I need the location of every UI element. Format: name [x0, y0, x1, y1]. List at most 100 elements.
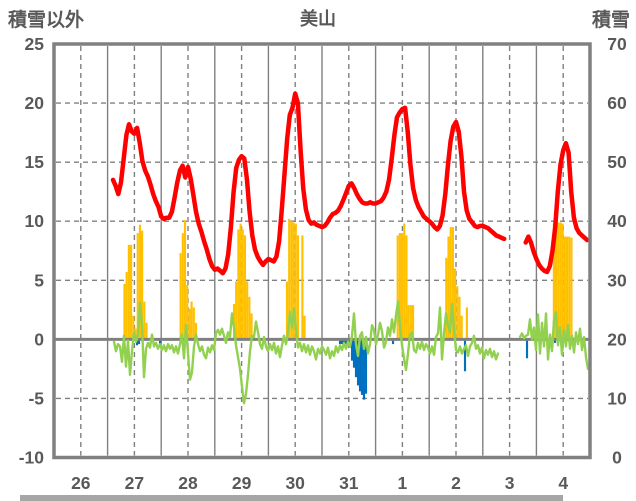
- left-axis-tick-label: 20: [25, 93, 45, 113]
- yellow-bars-bar: [447, 236, 450, 340]
- yellow-bars-bar: [288, 218, 291, 340]
- yellow-bars-bar: [294, 223, 297, 340]
- yellow-bars-bar: [130, 244, 133, 340]
- yellow-bars-bar: [239, 223, 242, 340]
- yellow-bars-bar: [552, 223, 555, 340]
- yellow-bars-bar: [405, 235, 408, 340]
- yellow-bars-bar: [179, 253, 182, 340]
- yellow-bars-bar: [145, 322, 148, 340]
- yellow-bars-bar: [570, 237, 573, 340]
- right-axis-tick-label: 60: [607, 93, 627, 113]
- left-axis-tick-label: -10: [19, 448, 45, 468]
- red-line: [523, 140, 590, 275]
- x-axis-tick-label: 29: [232, 473, 252, 493]
- left-axis-tick-label: 5: [34, 270, 44, 290]
- left-axis-title: 積雪以外: [8, 10, 85, 31]
- plot-border: [52, 42, 592, 460]
- yellow-bars-bar: [409, 305, 412, 340]
- yellow-bars-bar: [194, 322, 198, 340]
- right-axis-title: 積雪: [591, 10, 630, 31]
- blue-bars-bar: [338, 339, 342, 345]
- x-axis-tick-label: 3: [505, 473, 515, 493]
- left-axis-tick-label: 25: [25, 34, 45, 54]
- yellow-bars-bar: [141, 230, 144, 340]
- blue-bars-bar: [362, 339, 366, 400]
- left-axis-tick-label: 15: [25, 152, 45, 172]
- blue-bars-bar: [525, 339, 529, 359]
- yellow-bars-bar: [301, 235, 304, 340]
- right-axis-tick-label: 30: [607, 270, 627, 290]
- yellow-bars-bar: [132, 315, 135, 340]
- yellow-bars-bar: [285, 281, 289, 340]
- blue-bars-bar: [360, 339, 364, 395]
- left-axis-tick-label: -5: [28, 388, 44, 408]
- red-line: [110, 91, 507, 276]
- yellow-bars-bar: [123, 283, 126, 340]
- x-axis-tick-label: 31: [339, 473, 359, 493]
- blue-bars-bar: [553, 339, 557, 343]
- yellow-bars-bar: [565, 236, 569, 340]
- yellow-bars-bar: [183, 220, 187, 340]
- yellow-bars-bar: [243, 235, 247, 340]
- yellow-bars-bar: [241, 229, 244, 340]
- yellow-bars-bar: [127, 244, 130, 340]
- blue-bars-bar: [344, 339, 348, 345]
- yellow-bars-bar: [235, 281, 238, 340]
- x-axis-tick-label: 27: [125, 473, 144, 493]
- right-axis-tick-label: 10: [607, 388, 627, 408]
- yellow-bars-bar: [559, 222, 562, 340]
- yellow-bars-bar: [136, 233, 139, 340]
- yellow-bars-bar: [192, 307, 195, 340]
- yellow-bars-bar: [456, 286, 459, 340]
- yellow-bars-bar: [181, 233, 184, 340]
- yellow-bars-bar: [186, 285, 189, 340]
- yellow-bars-bar: [460, 315, 463, 340]
- yellow-bars-bar: [143, 301, 146, 340]
- green-line: [518, 311, 590, 371]
- yellow-bars-bar: [396, 235, 399, 340]
- yellow-bars-bar: [451, 227, 454, 340]
- right-axis-tick-label: 0: [612, 448, 622, 468]
- left-axis-tick-label: 10: [25, 211, 45, 231]
- yellow-bars-bar: [237, 229, 240, 340]
- yellow-bars-bar: [449, 227, 452, 340]
- yellow-bars-bar: [292, 222, 295, 340]
- chart-title: 美山: [300, 9, 336, 29]
- yellow-bars-bar: [561, 223, 564, 340]
- yellow-bars-bar: [458, 296, 461, 340]
- yellow-bars-bar: [465, 307, 468, 340]
- yellow-bars-bar: [398, 233, 401, 340]
- yellow-bars-bar: [250, 313, 253, 340]
- x-axis-tick-label: 28: [178, 473, 198, 493]
- yellow-bars-bar: [303, 315, 306, 340]
- yellow-bars-bar: [248, 296, 251, 340]
- x-axis-tick-label: 4: [558, 473, 568, 493]
- right-axis-tick-label: 50: [607, 152, 627, 172]
- yellow-bars-bar: [403, 223, 406, 340]
- yellow-bars-bar: [563, 236, 566, 340]
- right-axis-tick-label: 70: [607, 34, 627, 54]
- yellow-bars-bar: [557, 222, 560, 340]
- blue-bars-bar: [350, 339, 354, 361]
- window-bottom-edge: [20, 495, 563, 501]
- yellow-bars-bar: [407, 305, 410, 340]
- yellow-bars-bar: [554, 223, 558, 340]
- yellow-bars-bar: [445, 257, 448, 340]
- blue-bars-bar: [358, 339, 362, 392]
- blue-bars-bar: [354, 339, 358, 378]
- x-axis-tick-label: 26: [71, 473, 91, 493]
- blue-bars-bar: [391, 339, 395, 345]
- yellow-bars-bar: [246, 281, 249, 340]
- blue-bars-bar: [340, 339, 344, 345]
- yellow-bars-bar: [454, 268, 457, 340]
- yellow-bars-bar: [125, 272, 128, 340]
- green-line: [112, 300, 500, 405]
- yellow-bars-bar: [401, 233, 404, 340]
- yellow-bars-bar: [411, 305, 415, 340]
- yellow-bars-bar: [290, 221, 293, 340]
- yellow-bars-bar: [296, 235, 300, 340]
- right-axis-tick-label: 40: [607, 211, 627, 231]
- yellow-bars-bar: [188, 308, 191, 340]
